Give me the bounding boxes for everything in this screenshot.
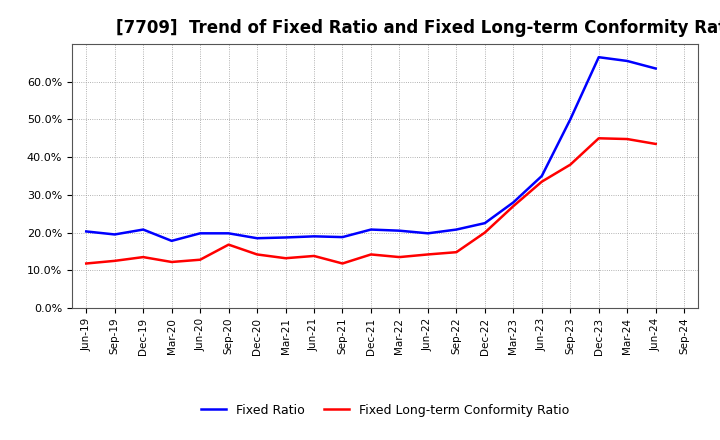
Fixed Ratio <box>595 55 603 60</box>
Fixed Long-term Conformity Ratio <box>253 252 261 257</box>
Fixed Long-term Conformity Ratio <box>452 249 461 255</box>
Line: Fixed Long-term Conformity Ratio: Fixed Long-term Conformity Ratio <box>86 138 656 264</box>
Fixed Ratio <box>395 228 404 233</box>
Fixed Ratio <box>537 173 546 179</box>
Fixed Ratio <box>225 231 233 236</box>
Fixed Ratio <box>282 235 290 240</box>
Fixed Long-term Conformity Ratio <box>423 252 432 257</box>
Fixed Ratio <box>566 117 575 122</box>
Fixed Long-term Conformity Ratio <box>395 254 404 260</box>
Fixed Long-term Conformity Ratio <box>225 242 233 247</box>
Fixed Ratio <box>310 234 318 239</box>
Text: [7709]  Trend of Fixed Ratio and Fixed Long-term Conformity Ratio: [7709] Trend of Fixed Ratio and Fixed Lo… <box>116 19 720 37</box>
Fixed Long-term Conformity Ratio <box>110 258 119 264</box>
Fixed Long-term Conformity Ratio <box>623 136 631 142</box>
Fixed Ratio <box>452 227 461 232</box>
Fixed Long-term Conformity Ratio <box>509 204 518 209</box>
Fixed Long-term Conformity Ratio <box>652 141 660 147</box>
Fixed Ratio <box>196 231 204 236</box>
Line: Fixed Ratio: Fixed Ratio <box>86 57 656 241</box>
Fixed Long-term Conformity Ratio <box>167 259 176 264</box>
Fixed Ratio <box>652 66 660 71</box>
Fixed Long-term Conformity Ratio <box>595 136 603 141</box>
Fixed Ratio <box>167 238 176 243</box>
Fixed Long-term Conformity Ratio <box>82 261 91 266</box>
Fixed Ratio <box>82 229 91 234</box>
Fixed Ratio <box>366 227 375 232</box>
Fixed Ratio <box>480 220 489 226</box>
Fixed Ratio <box>423 231 432 236</box>
Fixed Ratio <box>338 235 347 240</box>
Fixed Ratio <box>623 59 631 64</box>
Fixed Ratio <box>139 227 148 232</box>
Fixed Ratio <box>253 235 261 241</box>
Fixed Long-term Conformity Ratio <box>139 254 148 260</box>
Fixed Long-term Conformity Ratio <box>282 256 290 261</box>
Legend: Fixed Ratio, Fixed Long-term Conformity Ratio: Fixed Ratio, Fixed Long-term Conformity … <box>197 399 574 422</box>
Fixed Long-term Conformity Ratio <box>537 179 546 184</box>
Fixed Ratio <box>110 232 119 237</box>
Fixed Ratio <box>509 200 518 205</box>
Fixed Long-term Conformity Ratio <box>566 162 575 167</box>
Fixed Long-term Conformity Ratio <box>338 261 347 266</box>
Fixed Long-term Conformity Ratio <box>310 253 318 259</box>
Fixed Long-term Conformity Ratio <box>366 252 375 257</box>
Fixed Long-term Conformity Ratio <box>480 230 489 235</box>
Fixed Long-term Conformity Ratio <box>196 257 204 262</box>
